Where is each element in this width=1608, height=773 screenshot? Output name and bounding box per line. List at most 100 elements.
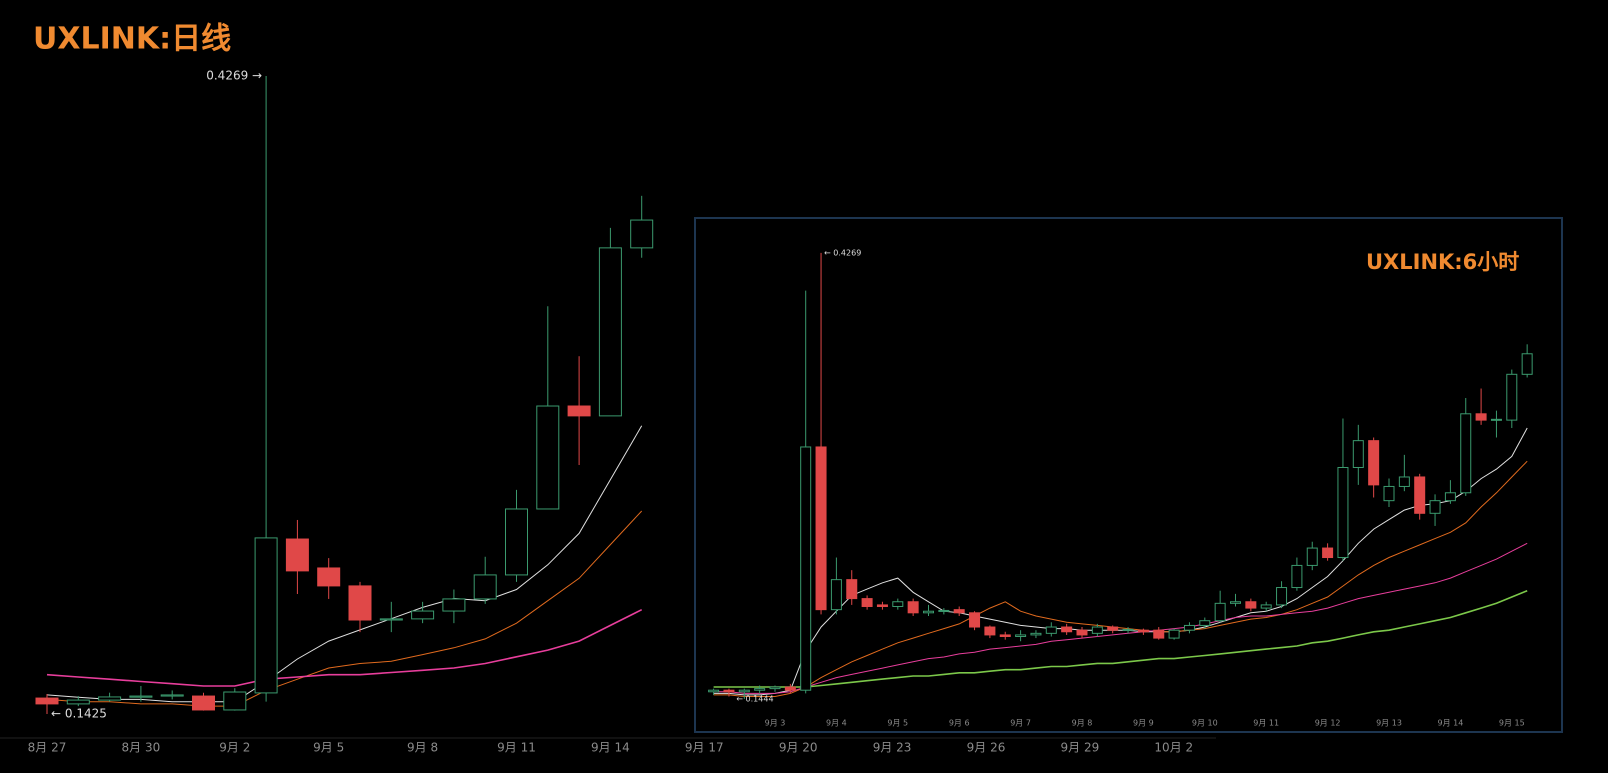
candle-body (984, 626, 996, 636)
candle-body (1183, 624, 1195, 631)
x-tick-label: 9月 14 (1437, 719, 1463, 728)
high-annotation: 0.4269 → (206, 69, 262, 83)
candle-body (1398, 476, 1410, 487)
candle-body (723, 689, 735, 693)
candle-body (938, 609, 950, 612)
candle-body (800, 446, 812, 691)
candle-body (1153, 629, 1165, 639)
x-tick-label: 9月 8 (407, 741, 438, 755)
candle-body (1490, 418, 1502, 421)
candle-body (876, 604, 888, 607)
x-tick-label: 9月 13 (1376, 719, 1402, 728)
daily-chart: UXLINK:日线 8月 27 8月 30 9月 2 9月 5 9月 8 9月 11 9月 … (0, 22, 1216, 755)
x-tick-label: 9月 11 (1253, 719, 1279, 728)
candle-body (598, 247, 622, 417)
x-tick-label: 9月 2 (219, 741, 250, 755)
candle-body (285, 538, 309, 572)
candle-body (738, 689, 750, 693)
candle-body (999, 634, 1011, 638)
candle-body (754, 688, 766, 691)
candle-body (1199, 620, 1211, 626)
candle-body (907, 601, 919, 614)
candle-body (223, 691, 247, 711)
candle-body (1414, 476, 1426, 514)
x-tick-label: 8月 30 (122, 741, 161, 755)
candle-body (1322, 547, 1334, 559)
chart-title: UXLINK:6小时 (1366, 250, 1519, 274)
candle-body (1475, 413, 1487, 421)
x-tick-label: 9月 5 (313, 741, 344, 755)
x-tick-label: 10月 2 (1154, 741, 1193, 755)
moving-average-line (713, 589, 1528, 688)
candle-body (1460, 413, 1472, 494)
x-tick-label: 9月 26 (967, 741, 1006, 755)
moving-average-line (713, 542, 1528, 694)
candle-body (1107, 626, 1119, 631)
chart-title: UXLINK:日线 (33, 22, 231, 57)
x-tick-label: 9月 15 (1499, 719, 1525, 728)
candle-body (846, 579, 858, 600)
candle-body (35, 697, 59, 705)
candle-body (1061, 626, 1073, 633)
candle-body (1368, 440, 1380, 486)
candle-body (1015, 634, 1027, 638)
candle-body (1214, 602, 1226, 622)
candle-body (1091, 626, 1103, 634)
candle-body (160, 694, 184, 697)
candle-body (1260, 604, 1272, 609)
candle-body (1168, 629, 1180, 639)
x-tick-label: 9月 4 (826, 719, 847, 728)
candle-body (1306, 547, 1318, 566)
candle-body (317, 567, 341, 587)
candle-body (630, 219, 654, 249)
high-annotation: ← 0.4269 (824, 248, 861, 257)
candle-body (348, 585, 372, 621)
candle-body (1291, 564, 1303, 589)
candle-body (953, 609, 965, 614)
x-tick-label: 9月 10 (1192, 719, 1218, 728)
candle-body (1521, 353, 1533, 375)
candle-body (1506, 373, 1518, 421)
x-tick-label: 9月 23 (873, 741, 912, 755)
candle-body (1429, 500, 1441, 514)
low-annotation: ← 0.1444 (736, 695, 773, 704)
candle-body (830, 579, 842, 611)
candle-body (379, 618, 403, 621)
six-hour-chart: UXLINK:6小时 9月 3 9月 4 9月 5 9月 6 9月 7 9月 8 9月 9 9… (708, 248, 1533, 728)
moving-average-line (46, 425, 643, 703)
candle-body (769, 686, 781, 690)
x-tick-label: 9月 7 (1010, 719, 1031, 728)
x-tick-label: 9月 6 (949, 719, 970, 728)
candle-body (1137, 629, 1149, 633)
candle-body (567, 405, 591, 417)
candle-body (861, 598, 873, 607)
candle-body (969, 612, 981, 628)
candle-body (1352, 440, 1364, 468)
candle-body (192, 695, 215, 711)
candle-body (411, 610, 435, 620)
x-tick-label: 9月 17 (685, 741, 724, 755)
candle-body (708, 689, 720, 693)
x-tick-label: 9月 9 (1133, 719, 1154, 728)
candle-body (784, 686, 796, 691)
candle-body (1276, 587, 1288, 606)
candle-body (892, 601, 904, 607)
candle-body (98, 696, 122, 701)
x-tick-label: 9月 11 (497, 741, 536, 755)
candle-body (1245, 601, 1257, 609)
moving-average-line (46, 510, 643, 707)
candle-body (1383, 485, 1395, 502)
candle-body (129, 695, 153, 698)
inset-panel (694, 217, 1563, 733)
candle-body (1030, 632, 1042, 636)
candle-body (442, 598, 466, 612)
candle-body (536, 405, 560, 510)
candle-body (505, 508, 528, 576)
low-annotation: ← 0.1425 (51, 706, 107, 720)
x-tick-label: 8月 27 (28, 741, 67, 755)
x-tick-label: 9月 8 (1072, 719, 1093, 728)
candle-body (815, 446, 827, 611)
moving-average-line (713, 460, 1528, 697)
